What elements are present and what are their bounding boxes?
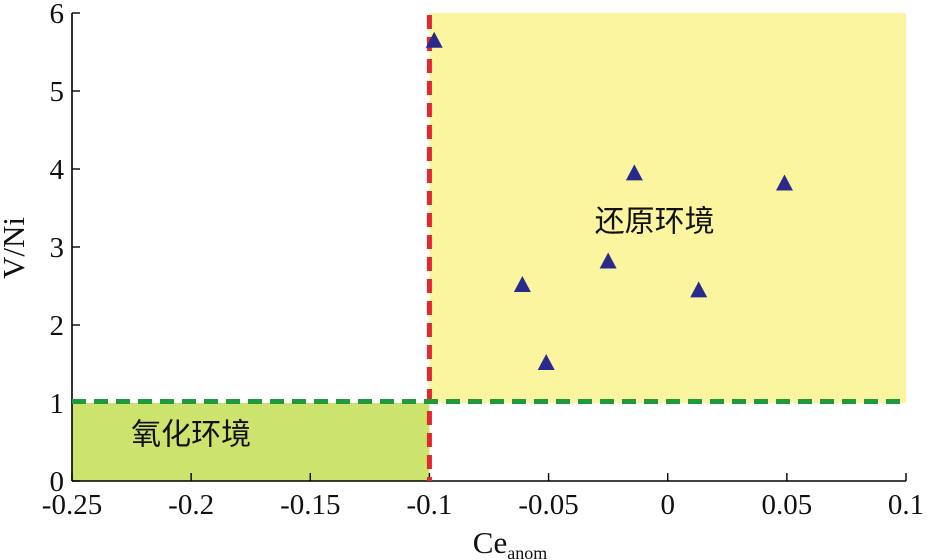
region-label-0: 还原环境 (595, 204, 715, 239)
data-points (425, 31, 793, 370)
y-axis-label: V/Ni (0, 217, 31, 279)
y-tick-label: 2 (50, 310, 65, 342)
regions-layer (72, 13, 906, 481)
y-tick-label: 1 (50, 388, 65, 420)
data-point (775, 174, 793, 191)
x-axis-label-main: Ce (473, 525, 507, 560)
axes-layer (71, 12, 907, 482)
y-tick-label: 6 (50, 0, 65, 30)
x-axis-label: Ceanom (473, 525, 547, 560)
x-tick-label: -0.1 (406, 489, 452, 521)
y-tick-label: 5 (50, 76, 65, 108)
x-axis-label-subscript: anom (507, 543, 547, 560)
x-tick-label: 0.05 (761, 489, 812, 521)
region-label-1: 氧化环境 (131, 417, 251, 452)
region-1 (72, 403, 430, 481)
data-point (513, 275, 531, 292)
region-0 (429, 13, 906, 403)
x-tick-label: 0 (660, 489, 675, 521)
data-point (425, 31, 443, 48)
data-point (625, 164, 643, 181)
data-point (537, 353, 555, 370)
threshold-lines (72, 15, 906, 481)
y-tick-label: 3 (50, 232, 65, 264)
y-tick-label: 0 (50, 466, 65, 498)
x-tick-label: -0.2 (168, 489, 214, 521)
tick-labels: 0 1 2 3 4 5 6 -0.25 -0.2 -0.15 -0.1 -0.05 0 0.05 0.1 (42, 0, 924, 521)
y-tick-label: 4 (50, 154, 65, 186)
x-tick-label: -0.15 (280, 489, 340, 521)
x-tick-label: 0.1 (888, 489, 924, 521)
x-tick-label: -0.05 (518, 489, 578, 521)
data-point (690, 281, 708, 298)
x-tick-label: -0.25 (42, 489, 102, 521)
data-point (599, 252, 617, 269)
